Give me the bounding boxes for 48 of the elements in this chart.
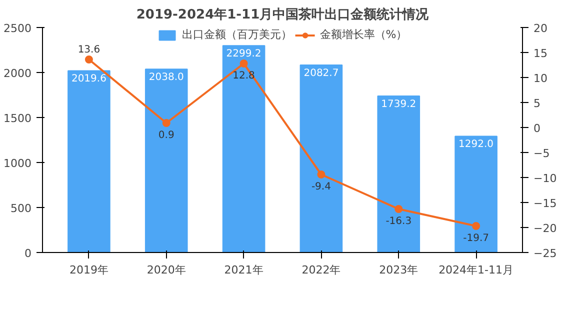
data-label: 1739.2 [381, 98, 416, 110]
point [84, 56, 93, 64]
bar [222, 45, 266, 252]
bar [144, 68, 188, 252]
x-tick-label: 2019年 [69, 264, 108, 276]
bar [454, 136, 498, 252]
data-label: 0.9 [158, 130, 174, 141]
y-tick-label: 1000 [4, 157, 32, 170]
x-tick-label: 2024年1-11月 [438, 264, 514, 276]
data-label: 2019.6 [71, 74, 106, 85]
y-tick-label: 500 [10, 202, 32, 215]
y2-tick-label: 0 [534, 122, 540, 135]
data-label: 2082.7 [304, 68, 339, 80]
y2-tick-label: −25 [534, 247, 557, 260]
x-tick-label: 2020年 [146, 264, 186, 276]
point [317, 170, 326, 178]
bar [377, 95, 420, 252]
x-tick-label: 2022年 [302, 264, 341, 276]
bar [68, 70, 110, 252]
legend-label: 出口金额（百万美元） [182, 27, 292, 42]
point [472, 222, 480, 230]
x-tick-label: 2023年 [379, 264, 418, 276]
legend-label: 金额增长率（%） [320, 27, 408, 42]
y2-tick-label: −20 [534, 222, 557, 235]
y2-tick-label: −5 [534, 147, 550, 160]
x-tick-label: 2021年 [224, 264, 264, 276]
data-label: -19.7 [463, 233, 489, 244]
y2-tick-label: 20 [534, 22, 548, 35]
y2-tick-label: −10 [534, 172, 557, 185]
data-label: 2299.2 [226, 48, 262, 60]
point [394, 205, 403, 213]
y2-tick-label: 5 [534, 97, 540, 110]
y2-tick-label: 10 [534, 72, 548, 85]
y-tick-label: 0 [24, 247, 32, 260]
data-label: -9.4 [311, 182, 331, 192]
y-tick-label: 2000 [4, 67, 32, 80]
data-label: 2038.0 [148, 72, 184, 84]
point [162, 119, 170, 127]
chart-title: 2019-2024年1-11月中国茶叶出口金额统计情况 [136, 6, 430, 22]
point [240, 60, 248, 68]
y2-tick-label: −15 [534, 197, 557, 210]
y-tick-label: 2500 [4, 22, 32, 35]
y2-tick-label: 15 [534, 47, 548, 60]
y-tick-label: 1500 [4, 112, 32, 125]
bar [300, 64, 343, 252]
data-label: -16.3 [386, 216, 412, 227]
data-label: 1292.0 [458, 139, 494, 150]
data-label: 13.6 [78, 44, 100, 56]
